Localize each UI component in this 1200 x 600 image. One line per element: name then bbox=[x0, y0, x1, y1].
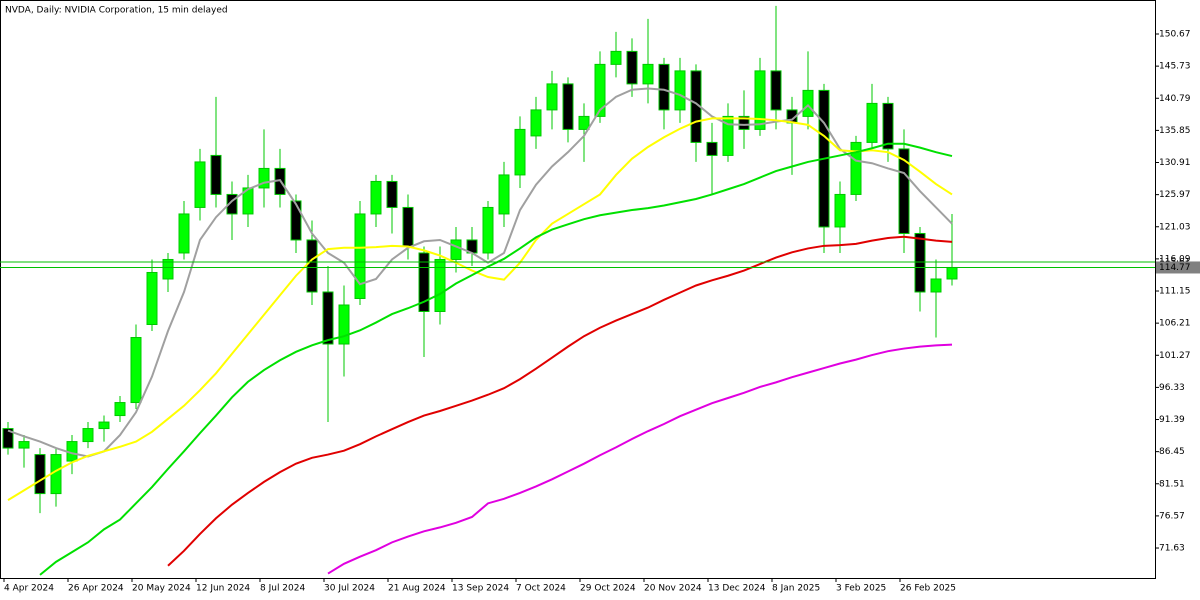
candle-body bbox=[258, 167, 270, 189]
candle-body bbox=[642, 63, 654, 85]
candle-body bbox=[226, 193, 238, 215]
y-tick-label: 91.39 bbox=[1159, 415, 1185, 425]
moving-average bbox=[167, 235, 953, 567]
candle-body bbox=[2, 428, 14, 449]
candle-body bbox=[514, 128, 526, 176]
candle-body bbox=[386, 180, 398, 208]
moving-average bbox=[327, 343, 953, 575]
candle-body bbox=[802, 89, 814, 117]
candle-body bbox=[626, 50, 638, 85]
candle-body bbox=[610, 50, 622, 65]
y-tick-label: 150.67 bbox=[1159, 30, 1191, 40]
x-tick-label: 12 Jun 2024 bbox=[196, 584, 250, 594]
bid-label: 114.77 bbox=[1159, 263, 1191, 273]
y-tick-label: 101.27 bbox=[1159, 351, 1191, 361]
candle-body bbox=[914, 232, 926, 293]
candle-body bbox=[322, 291, 334, 345]
candle-body bbox=[898, 148, 910, 234]
x-tick-label: 21 Aug 2024 bbox=[388, 584, 446, 594]
y-tick-label: 125.97 bbox=[1159, 190, 1191, 200]
y-tick-label: 71.63 bbox=[1159, 544, 1185, 554]
candle-body bbox=[946, 266, 958, 280]
candle-body bbox=[498, 174, 510, 215]
y-tick-label: 111.15 bbox=[1159, 287, 1191, 297]
x-tick-label: 29 Oct 2024 bbox=[580, 584, 636, 594]
candle-body bbox=[434, 258, 446, 313]
y-tick-label: 81.51 bbox=[1159, 479, 1185, 489]
candle-body bbox=[722, 115, 734, 156]
candle-body bbox=[418, 252, 430, 313]
candle-body bbox=[402, 206, 414, 247]
candle-body bbox=[130, 337, 142, 404]
plot-frame bbox=[0, 0, 1156, 579]
candle-body bbox=[34, 454, 46, 495]
candle-body bbox=[82, 428, 94, 443]
candle-body bbox=[754, 70, 766, 130]
moving-average bbox=[39, 142, 953, 576]
candle-body bbox=[770, 70, 782, 111]
y-tick-label: 130.91 bbox=[1159, 158, 1191, 168]
x-tick-label: 13 Dec 2024 bbox=[708, 584, 766, 594]
x-tick-label: 13 Sep 2024 bbox=[452, 584, 509, 594]
moving-average bbox=[7, 87, 953, 458]
y-tick-label: 76.57 bbox=[1159, 511, 1185, 521]
candle-body bbox=[562, 83, 574, 130]
candle-body bbox=[866, 102, 878, 143]
candle-body bbox=[594, 63, 606, 117]
y-tick-label: 86.45 bbox=[1159, 447, 1185, 457]
candle-body bbox=[18, 441, 30, 449]
x-tick-label: 3 Feb 2025 bbox=[836, 584, 886, 594]
x-tick-label: 20 Nov 2024 bbox=[644, 584, 702, 594]
y-tick-label: 116.09 bbox=[1159, 254, 1191, 264]
candle-body bbox=[530, 109, 542, 137]
candle-body bbox=[354, 213, 366, 299]
candle-body bbox=[306, 239, 318, 293]
candle-body bbox=[834, 193, 846, 228]
y-tick-label: 106.21 bbox=[1159, 319, 1191, 329]
candle-body bbox=[114, 402, 126, 417]
candle-body bbox=[738, 115, 750, 130]
candle-body bbox=[370, 180, 382, 215]
y-tick-label: 140.79 bbox=[1159, 94, 1191, 104]
candle-body bbox=[338, 304, 350, 345]
x-tick-label: 8 Jul 2024 bbox=[260, 584, 305, 594]
candle-body bbox=[98, 421, 110, 430]
candle-body bbox=[706, 141, 718, 156]
candle-body bbox=[658, 63, 670, 111]
bid-label-bg bbox=[1156, 261, 1200, 274]
y-tick-label: 145.73 bbox=[1159, 62, 1191, 72]
candle-body bbox=[850, 141, 862, 195]
candle-body bbox=[178, 213, 190, 254]
x-tick-label: 7 Oct 2024 bbox=[516, 584, 566, 594]
x-tick-label: 26 Feb 2025 bbox=[900, 584, 956, 594]
y-tick-label: 96.33 bbox=[1159, 383, 1185, 393]
candle-body bbox=[162, 258, 174, 280]
candle-body bbox=[482, 206, 494, 254]
candle-body bbox=[450, 239, 462, 260]
candle-body bbox=[290, 200, 302, 241]
candle-body bbox=[210, 154, 222, 195]
candle-body bbox=[546, 83, 558, 111]
moving-average bbox=[7, 117, 953, 501]
candle-body bbox=[882, 102, 894, 150]
candle-body bbox=[930, 278, 942, 293]
y-tick-label: 121.03 bbox=[1159, 222, 1191, 232]
chart-title: NVDA, Daily: NVIDIA Corporation, 15 min … bbox=[5, 6, 228, 16]
candle-body bbox=[578, 115, 590, 130]
x-tick-label: 20 May 2024 bbox=[132, 584, 191, 594]
x-tick-label: 4 Apr 2024 bbox=[4, 584, 54, 594]
y-tick-label: 135.85 bbox=[1159, 126, 1191, 136]
candle-body bbox=[146, 271, 158, 326]
x-tick-label: 26 Apr 2024 bbox=[68, 584, 124, 594]
x-tick-label: 30 Jul 2024 bbox=[324, 584, 375, 594]
candle-body bbox=[194, 161, 206, 208]
candle-body bbox=[242, 187, 254, 215]
x-tick-label: 8 Jan 2025 bbox=[772, 584, 820, 594]
candle-body bbox=[674, 70, 686, 111]
